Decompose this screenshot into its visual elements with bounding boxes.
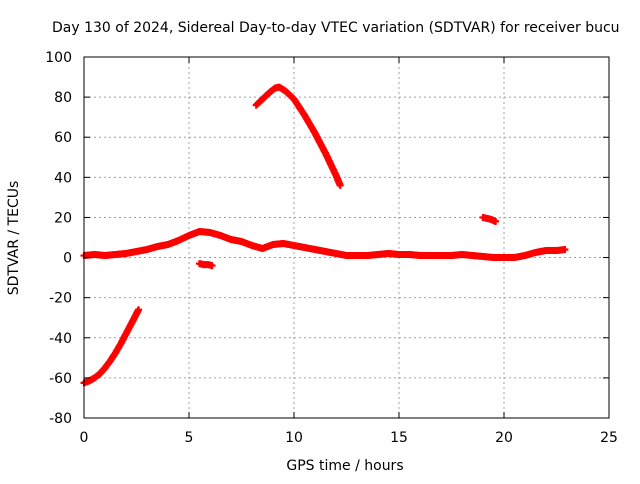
y-tick-label: 100 [45, 50, 72, 66]
x-tick-label: 10 [285, 430, 303, 446]
x-tick-label: 15 [390, 430, 408, 446]
series-segment-early-negative [80, 306, 143, 387]
data-point [336, 181, 344, 189]
data-point [492, 217, 500, 225]
y-tick-label: -80 [49, 411, 72, 427]
x-tick-label: 0 [80, 430, 89, 446]
chart-title: Day 130 of 2024, Sidereal Day-to-day VTE… [52, 20, 620, 36]
y-tick-label: 40 [54, 170, 72, 186]
x-axis-label: GPS time / hours [286, 458, 403, 474]
y-tick-label: 0 [63, 251, 72, 267]
data-point [135, 306, 143, 314]
x-tick-label: 20 [495, 430, 513, 446]
series-main [80, 227, 569, 262]
y-tick-label: 60 [54, 130, 72, 146]
x-tick-label: 25 [600, 430, 618, 446]
series-segment-high-arc [252, 83, 344, 189]
x-tick-label: 5 [185, 430, 194, 446]
data-layer [80, 83, 569, 387]
y-tick-label: -40 [49, 331, 72, 347]
data-point [561, 246, 569, 254]
series-segment-small-dip [196, 260, 216, 270]
plot-frame [83, 56, 610, 419]
y-tick-label: -20 [49, 291, 72, 307]
y-tick-label: 20 [54, 210, 72, 226]
data-point [208, 262, 216, 270]
y-axis-label: SDTVAR / TECUs [6, 181, 22, 296]
grid [84, 57, 609, 418]
y-tick-label: 80 [54, 90, 72, 106]
y-tick-label: -60 [49, 371, 72, 387]
series-segment-late-blip [479, 213, 500, 225]
axes: 0 5 10 15 20 25 -80 -60 -40 -20 0 20 40 60 80 100 [45, 50, 618, 446]
